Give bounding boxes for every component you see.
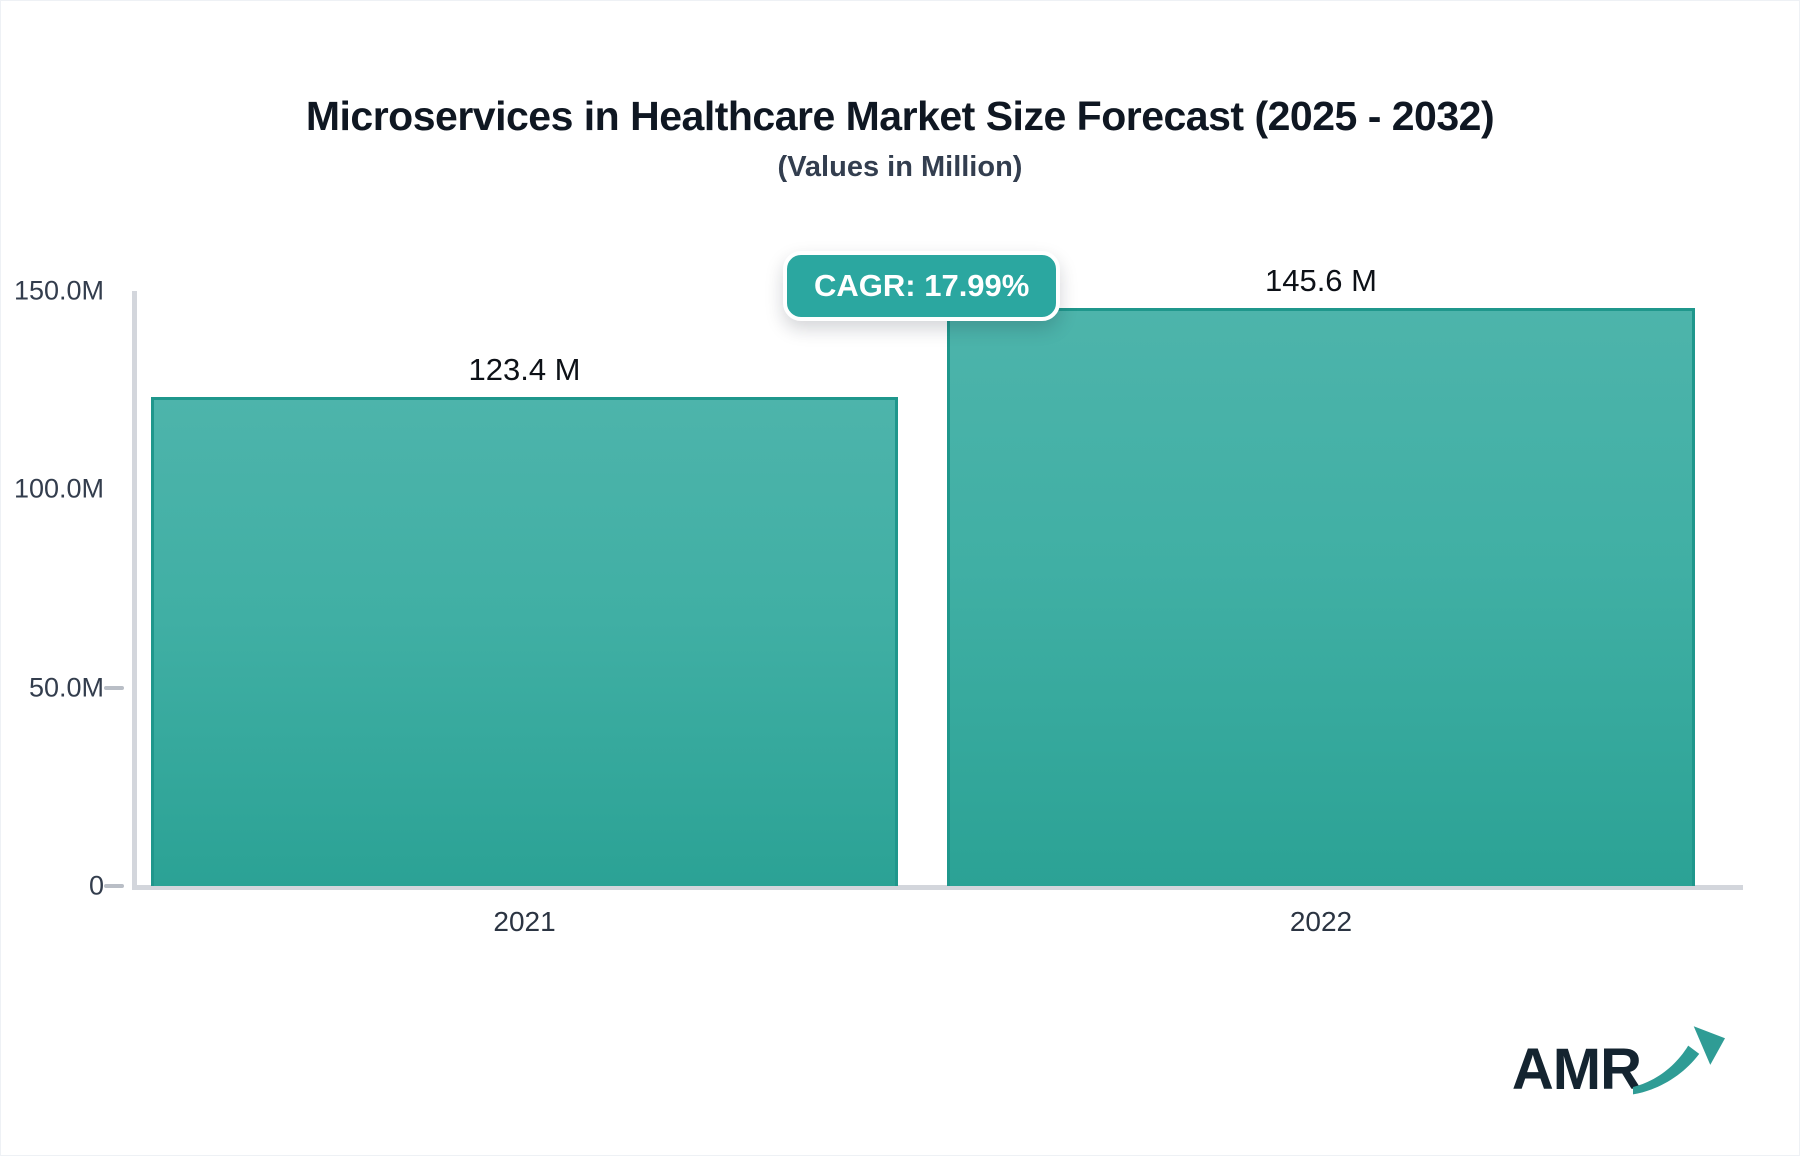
x-tick-label: 2022 xyxy=(1289,906,1353,937)
y-tick-label: 50.0M xyxy=(28,672,104,703)
y-axis-line xyxy=(132,291,137,890)
x-tick-label: 2021 xyxy=(493,906,556,937)
trend-up-arrow-icon xyxy=(1633,1026,1725,1107)
y-tick-label: 150.0M xyxy=(13,275,104,306)
amr-logo-text: AMR xyxy=(1511,1036,1642,1102)
amr-logo: AMR xyxy=(1511,1026,1725,1107)
y-tick-label: 100.0M xyxy=(13,473,104,504)
y-tick-label: 0 xyxy=(88,870,104,901)
chart-title: Microservices in Healthcare Market Size … xyxy=(305,93,1495,139)
bar-value-label: 123.4 M xyxy=(468,351,581,387)
cagr-badge: CAGR: 17.99% xyxy=(783,251,1061,321)
x-axis-line xyxy=(132,885,1743,890)
bar-2022[interactable]: 145.6 M xyxy=(947,263,1695,886)
chart-subtitle: (Values in Million) xyxy=(777,151,1023,183)
bar-2021[interactable]: 123.4 M xyxy=(151,352,899,886)
y-tick-mark xyxy=(104,685,124,690)
y-tick-mark xyxy=(104,884,124,888)
bar-value-label: 145.6 M xyxy=(1264,263,1377,299)
plot-area: 150.0M 100.0M 50.0M 0 123.4 M 2021 145.6 M 2022 xyxy=(14,263,1743,937)
